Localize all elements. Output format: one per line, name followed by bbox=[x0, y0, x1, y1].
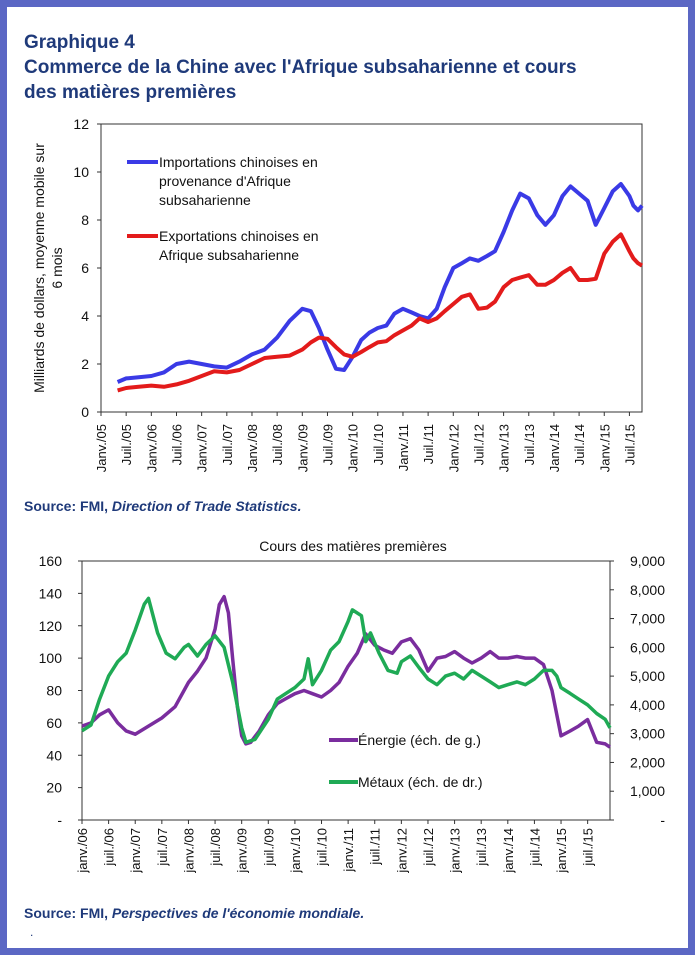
chart1-x-tick-label: Juil./12 bbox=[471, 424, 486, 465]
chart2-x-tick-label: janv./15 bbox=[554, 828, 569, 874]
chart2-right-y-tick-label: 6,000 bbox=[630, 639, 665, 655]
figure-title: Graphique 4 Commerce de la Chine avec l'… bbox=[24, 30, 664, 105]
chart2-x-tick-label: janv./09 bbox=[235, 828, 250, 874]
chart2-x-tick-label: janv./07 bbox=[128, 828, 143, 874]
chart1-y-axis-label-line2: 6 mois bbox=[49, 247, 65, 288]
chart1-x-tick-label: Juil./13 bbox=[522, 424, 537, 465]
chart2-x-tick-label: juil./07 bbox=[155, 828, 170, 867]
chart2-left-y-tick-label: 140 bbox=[39, 585, 63, 601]
chart1-x-tick-label: Janv./07 bbox=[195, 424, 210, 472]
chart1-legend-text: Importations chinoises en bbox=[159, 154, 318, 170]
chart1-x-tick-label: Juil./15 bbox=[622, 424, 637, 465]
source-top-publication: Direction of Trade Statistics. bbox=[111, 498, 302, 514]
chart2-right-y-tick-label: 5,000 bbox=[630, 668, 665, 684]
title-line-1: Commerce de la Chine avec l'Afrique subs… bbox=[24, 57, 577, 78]
chart2-series-energy bbox=[81, 594, 611, 749]
chart1-x-tick-label: Janv./13 bbox=[497, 424, 512, 472]
chart2-x-tick-label: juil./15 bbox=[581, 828, 596, 867]
chart2-right-y-tick-label: 1,000 bbox=[630, 783, 665, 799]
chart1-y-tick-label: 0 bbox=[81, 404, 89, 420]
chart1-x-tick-label: Janv./14 bbox=[547, 424, 562, 472]
chart1-legend-text: Afrique subsaharienne bbox=[159, 247, 299, 263]
chart2-right-y-tick-label: 2,000 bbox=[630, 754, 665, 770]
chart2-right-y-tick-label: 9,000 bbox=[630, 553, 665, 569]
chart1-series-imports bbox=[116, 182, 644, 384]
page-background bbox=[7, 7, 688, 948]
chart2-series-metals bbox=[81, 596, 612, 745]
chart1-y-axis-label-line1: Milliards de dollars, moyenne mobile sur bbox=[31, 143, 47, 393]
chart2-x-tick-label: juil./09 bbox=[261, 828, 276, 867]
chart2-x-tick-label: juil./06 bbox=[102, 828, 117, 867]
chart1-x-tick-label: Juil./10 bbox=[371, 424, 386, 465]
chart2-left-y-tick-label: 60 bbox=[46, 715, 62, 731]
footnote-mark: . bbox=[30, 925, 34, 939]
chart2-x-tick-label: janv./11 bbox=[341, 828, 356, 873]
chart2-x-tick-label: juil./13 bbox=[474, 828, 489, 867]
chart1-x-tick-label: Janv./06 bbox=[144, 424, 159, 472]
chart1-y-tick-label: 2 bbox=[81, 356, 89, 372]
chart1-legend-text: Exportations chinoises en bbox=[159, 228, 319, 244]
chart1-x-tick-label: Juil./07 bbox=[220, 424, 235, 465]
source-top: Source: FMI, Direction of Trade Statisti… bbox=[24, 498, 301, 514]
source-bottom: Source: FMI, Perspectives de l'économie … bbox=[24, 905, 364, 921]
chart1-x-tick-label: Janv./11 bbox=[396, 424, 411, 471]
chart2-right-y-tick-label: - bbox=[660, 812, 665, 828]
chart1-y-tick-label: 12 bbox=[73, 116, 89, 132]
chart2-right-y-tick-label: 3,000 bbox=[630, 726, 665, 742]
title-line-2: des matières premières bbox=[24, 82, 237, 103]
chart2-left-y-tick-label: 40 bbox=[46, 747, 62, 763]
chart2-right-y-tick-label: 4,000 bbox=[630, 697, 665, 713]
source-top-label: Source: FMI, bbox=[24, 498, 109, 514]
chart2-x-tick-label: juil./12 bbox=[421, 828, 436, 867]
chart2-left-y-tick-label: 20 bbox=[46, 780, 62, 796]
chart2-left-y-tick-label: 100 bbox=[39, 650, 63, 666]
chart1-x-tick-label: Juil./09 bbox=[320, 424, 335, 465]
chart2-x-tick-label: janv./08 bbox=[181, 828, 196, 874]
chart2-x-tick-label: janv./10 bbox=[288, 828, 303, 874]
chart1-x-tick-label: Juil./08 bbox=[270, 424, 285, 465]
chart2-x-tick-label: janv./12 bbox=[394, 828, 409, 874]
chart2-left-y-tick-label: 120 bbox=[39, 618, 63, 634]
chart1-x-tick-label: Janv./15 bbox=[597, 424, 612, 472]
chart2-left-y-tick-label: 160 bbox=[39, 553, 63, 569]
chart2-left-y-tick-label: - bbox=[57, 812, 62, 828]
chart2-title: Cours des matières premières bbox=[259, 538, 447, 554]
chart2-right-y-tick-label: 8,000 bbox=[630, 582, 665, 598]
chart2-x-tick-label: juil./11 bbox=[368, 828, 383, 866]
chart1-y-tick-label: 6 bbox=[81, 260, 89, 276]
chart2-x-tick-label: janv./13 bbox=[448, 828, 463, 874]
chart2-x-tick-label: juil./10 bbox=[315, 828, 330, 867]
chart2-right-y-tick-label: 7,000 bbox=[630, 611, 665, 627]
chart1-x-tick-label: Juil./06 bbox=[169, 424, 184, 465]
source-bottom-publication: Perspectives de l'économie mondiale. bbox=[111, 905, 365, 921]
chart1-y-tick-label: 10 bbox=[73, 164, 89, 180]
chart1-y-tick-label: 8 bbox=[81, 212, 89, 228]
chart1-x-tick-label: Juil./11 bbox=[421, 424, 436, 464]
chart2-legend-text: Métaux (éch. de dr.) bbox=[358, 774, 483, 790]
chart1-x-tick-label: Janv./08 bbox=[245, 424, 260, 472]
chart1-x-tick-label: Juil./05 bbox=[119, 424, 134, 465]
chart2-x-tick-label: janv./14 bbox=[501, 828, 516, 874]
chart1-y-tick-label: 4 bbox=[81, 308, 89, 324]
chart2-x-tick-label: juil./08 bbox=[208, 828, 223, 867]
chart2-x-tick-label: janv./06 bbox=[75, 828, 90, 874]
chart1-legend-text: subsaharienne bbox=[159, 192, 251, 208]
chart2-x-tick-label: juil./14 bbox=[527, 828, 542, 867]
chart1-x-tick-label: Janv./09 bbox=[295, 424, 310, 472]
chart1-x-tick-label: Juil./14 bbox=[572, 424, 587, 465]
chart2-legend-text: Énergie (éch. de g.) bbox=[358, 732, 481, 748]
chart1-legend-text: provenance d'Afrique bbox=[159, 173, 291, 189]
chart1-x-tick-label: Janv./05 bbox=[94, 424, 109, 472]
figure-label: Graphique 4 bbox=[24, 32, 135, 53]
chart1-x-tick-label: Janv./12 bbox=[446, 424, 461, 472]
source-bottom-label: Source: FMI, bbox=[24, 905, 109, 921]
chart1-series-exports bbox=[117, 232, 644, 393]
chart1-x-tick-label: Janv./10 bbox=[346, 424, 361, 472]
chart2-left-y-tick-label: 80 bbox=[46, 683, 62, 699]
